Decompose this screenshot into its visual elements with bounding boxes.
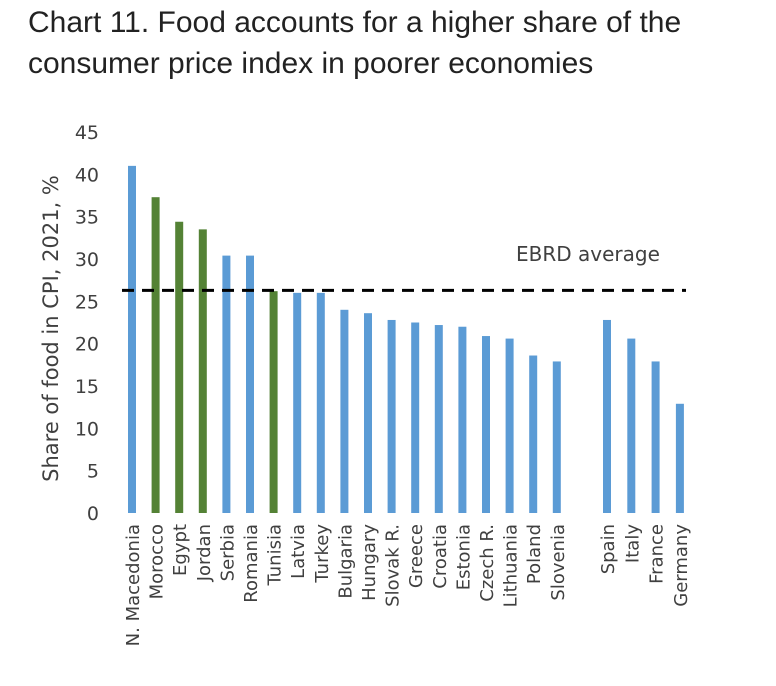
- x-tick-label: Italy: [622, 524, 643, 563]
- bar-morocco: [151, 197, 160, 513]
- bar-spain: [603, 319, 611, 513]
- y-tick-label: 25: [75, 291, 99, 313]
- x-tick-label: Spain: [598, 524, 619, 574]
- x-tick-label: Slovak R.: [383, 524, 404, 607]
- chart-title: Chart 11. Food accounts for a higher sha…: [28, 2, 768, 84]
- x-tick-label: Tunisia: [265, 524, 286, 587]
- x-tick-label: Romania: [241, 524, 262, 603]
- bar-romania: [246, 255, 254, 513]
- chart-title-line-2: consumer price index in poorer economies: [28, 47, 594, 80]
- x-tick-label: Croatia: [430, 524, 451, 589]
- y-tick-label: 35: [75, 207, 99, 229]
- y-tick-label: 5: [87, 461, 99, 483]
- x-tick-label: Bulgaria: [335, 524, 356, 599]
- x-tick-label: Greece: [406, 524, 427, 588]
- bar-jordan: [198, 229, 207, 513]
- x-tick-label: Lithuania: [501, 524, 522, 607]
- bar-poland: [529, 355, 538, 513]
- bar-turkey: [316, 292, 325, 513]
- bar-croatia: [434, 325, 443, 513]
- x-tick-label: Poland: [524, 524, 545, 584]
- x-tick-label: Latvia: [288, 524, 309, 579]
- bar-czech-r: [482, 336, 490, 513]
- average-label: EBRD average: [516, 242, 660, 266]
- y-tick-label: 20: [75, 334, 99, 356]
- bar-hungary: [364, 313, 372, 513]
- chart-title-line-1: Chart 11. Food accounts for a higher sha…: [28, 6, 682, 39]
- bar-germany: [675, 403, 684, 513]
- bar-slovenia: [552, 361, 561, 513]
- x-tick-label: Turkey: [312, 524, 333, 584]
- y-axis-label: Share of food in CPI, 2021, %: [39, 175, 63, 482]
- y-tick-label: 0: [87, 503, 99, 525]
- y-tick-label: 40: [75, 164, 99, 186]
- y-tick-label: 10: [75, 418, 99, 440]
- y-tick-label: 45: [75, 122, 99, 144]
- x-tick-label: France: [647, 524, 668, 584]
- y-tick-label: 15: [75, 376, 99, 398]
- bar-n-macedonia: [128, 165, 136, 513]
- bar-france: [651, 361, 660, 513]
- x-tick-label: N. Macedonia: [123, 524, 144, 646]
- x-tick-label: Morocco: [147, 524, 168, 599]
- x-tick-label: Hungary: [359, 524, 380, 601]
- bar-egypt: [175, 221, 184, 513]
- bar-slovak-r: [387, 319, 396, 513]
- x-tick-label: Germany: [671, 524, 692, 607]
- bar-lithuania: [505, 338, 514, 513]
- bar-italy: [627, 338, 636, 513]
- y-tick-label: 30: [75, 249, 99, 271]
- x-tick-label: Egypt: [170, 524, 191, 576]
- bar-latvia: [293, 292, 302, 513]
- x-tick-label: Slovenia: [548, 524, 569, 601]
- bar-estonia: [458, 326, 467, 513]
- x-tick-label: Serbia: [217, 524, 238, 581]
- bar-bulgaria: [340, 309, 349, 513]
- x-tick-label: Estonia: [453, 524, 474, 590]
- x-tick-label: Jordan: [194, 524, 215, 582]
- bar-tunisia: [269, 291, 278, 513]
- x-tick-label: Czech R.: [477, 524, 498, 602]
- bar-serbia: [222, 255, 231, 513]
- bar-greece: [411, 322, 420, 513]
